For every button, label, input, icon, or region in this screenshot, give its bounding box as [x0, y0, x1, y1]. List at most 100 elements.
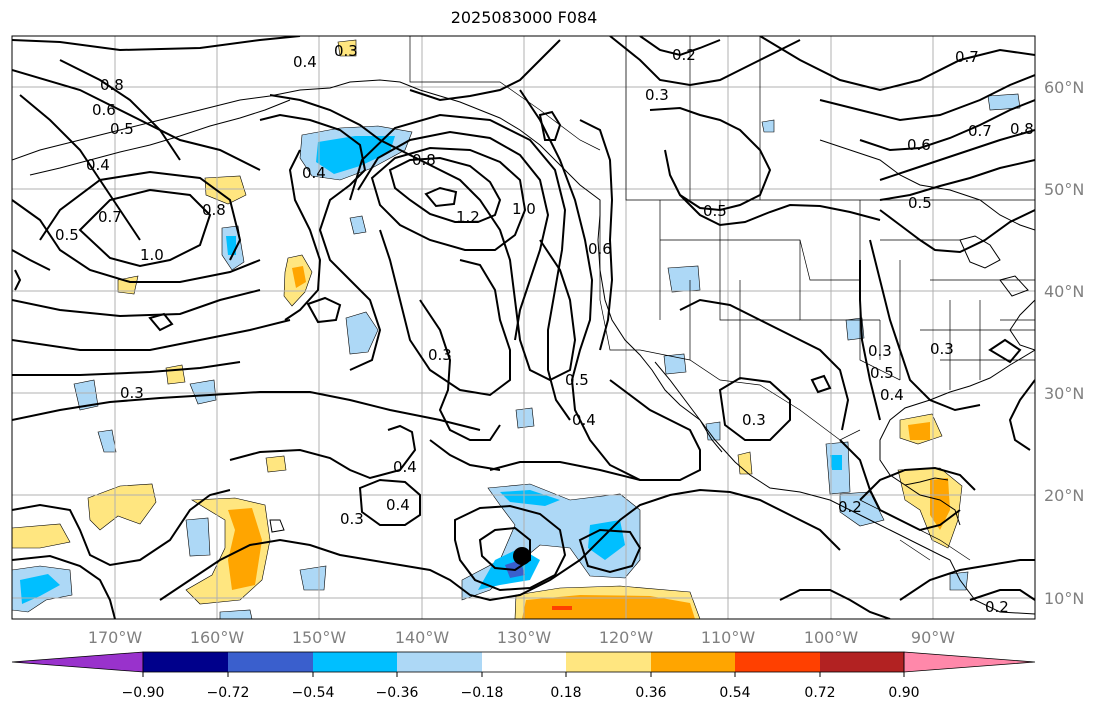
shade-yellow-1: [204, 175, 247, 205]
colorbar-bin: [820, 652, 904, 672]
contour-label: 0.7: [968, 122, 992, 140]
coast-yucatan: [904, 484, 961, 526]
lon-tick-label: 90°W: [911, 628, 955, 647]
coast-island-hawaii: [269, 519, 285, 533]
contour-55: [489, 379, 701, 481]
shade-yellow-4: [165, 364, 186, 385]
contour-label: 0.8: [1010, 120, 1034, 138]
contour-label: 0.5: [565, 371, 589, 389]
contour-9: [12, 319, 291, 351]
contour-37: [859, 260, 881, 421]
lat-tick-label: 30°N: [1044, 384, 1084, 403]
colorbar-tick-label: −0.36: [376, 685, 419, 701]
map-frame: [11, 35, 1036, 620]
contour-label: 0.7: [98, 208, 122, 226]
shade-blue-9b: [500, 490, 560, 506]
shade-orange-5: [228, 508, 262, 590]
contour-label: 0.3: [930, 340, 954, 358]
contour-52: [454, 504, 567, 592]
contour-51: [159, 488, 841, 602]
contour-7: [39, 170, 242, 261]
shade-lightblue-15: [663, 353, 687, 375]
contour-61: [779, 589, 891, 619]
contour-label: 0.6: [907, 136, 931, 154]
contour-26: [609, 36, 801, 87]
contour-label: 0.5: [55, 226, 79, 244]
contour-20: [349, 113, 571, 421]
contour-54: [578, 528, 642, 574]
contour-23: [519, 89, 641, 481]
lat-axis: 60°N 50°N 40°N 30°N 20°N 10°N: [1044, 78, 1084, 608]
shade-orange-10: [908, 422, 930, 440]
contour-label: 0.5: [870, 364, 894, 382]
contour-4: [19, 94, 141, 241]
contour-label: 1.0: [512, 200, 536, 218]
contour-label: 0.2: [985, 598, 1009, 616]
contour-39: [1008, 379, 1035, 451]
shade-yellow-13: [337, 39, 357, 57]
colorbar-min-arrow: [11, 651, 144, 673]
colorbar: −0.90 −0.72 −0.54 −0.36 −0.18 0.18 0.36 …: [11, 651, 1036, 701]
contour-33: [879, 129, 1035, 181]
contour-35: [879, 209, 1035, 254]
contour-11: [12, 391, 481, 431]
contour-label: 0.6: [588, 240, 612, 258]
contour-38: [988, 338, 1022, 364]
shade-blue-2: [226, 236, 236, 255]
shade-blue-10: [20, 574, 60, 604]
colorbar-outline: [142, 651, 905, 673]
lon-tick-label: 120°W: [599, 628, 654, 647]
colorbar-bin: [397, 652, 482, 672]
lat-tick-label: 20°N: [1044, 486, 1084, 505]
contour-15: [306, 296, 342, 324]
lon-tick-label: 150°W: [292, 628, 347, 647]
colorbar-bin: [735, 652, 820, 672]
coast-greatlakes: [959, 235, 1001, 269]
contour-27: [639, 36, 721, 57]
positive-shading: [12, 39, 963, 619]
contour-1: [12, 36, 301, 52]
shade-yellow-8: [265, 455, 287, 473]
coast-gulfmexico: [879, 349, 1035, 486]
contour-label: 0.7: [955, 48, 979, 66]
colorbar-bin: [566, 652, 651, 672]
shade-blue-9c: [588, 520, 625, 560]
contour-40: [718, 376, 791, 441]
shade-lightblue-13: [219, 609, 253, 619]
shade-lightblue-5: [73, 379, 99, 411]
contour-24: [538, 110, 562, 141]
contour-label: 0.5: [110, 120, 134, 138]
contour-label: 0.3: [428, 346, 452, 364]
shade-lightblue-3: [345, 311, 379, 355]
contour-label: 0.3: [120, 384, 144, 402]
contour-label: 0.3: [742, 411, 766, 429]
coast-baja: [654, 361, 723, 453]
colorbar-bin: [651, 652, 735, 672]
map-title: 2025083000 F084: [450, 8, 598, 27]
contour-label: 0.4: [386, 496, 410, 514]
contour-3: [59, 59, 181, 161]
contour-45: [899, 559, 1035, 601]
colorbar-tick-label: −0.18: [461, 685, 504, 701]
coast-alaska: [12, 79, 601, 215]
contour-29: [679, 194, 881, 227]
shade-blue-1: [316, 136, 395, 174]
contour-21: [379, 229, 511, 397]
cyclone-marker: [513, 547, 531, 565]
contour-label: 0.8: [412, 151, 436, 169]
contour-6: [78, 188, 212, 268]
shade-lightblue-11: [185, 517, 211, 557]
colorbar-tick-label: 0.72: [804, 685, 835, 701]
contour-label: 0.4: [293, 53, 317, 71]
contour-48: [358, 478, 421, 526]
contour-13: [259, 113, 382, 371]
shade-lightblue-18: [845, 317, 865, 341]
colorbar-tick-label: 0.54: [719, 685, 750, 701]
contour-label: 0.5: [908, 194, 932, 212]
contour-label: 0.3: [645, 86, 669, 104]
contour-42: [679, 298, 850, 431]
colorbar-bin: [482, 652, 566, 672]
colorbar-max-arrow: [903, 651, 1036, 673]
contour-47: [229, 424, 417, 480]
